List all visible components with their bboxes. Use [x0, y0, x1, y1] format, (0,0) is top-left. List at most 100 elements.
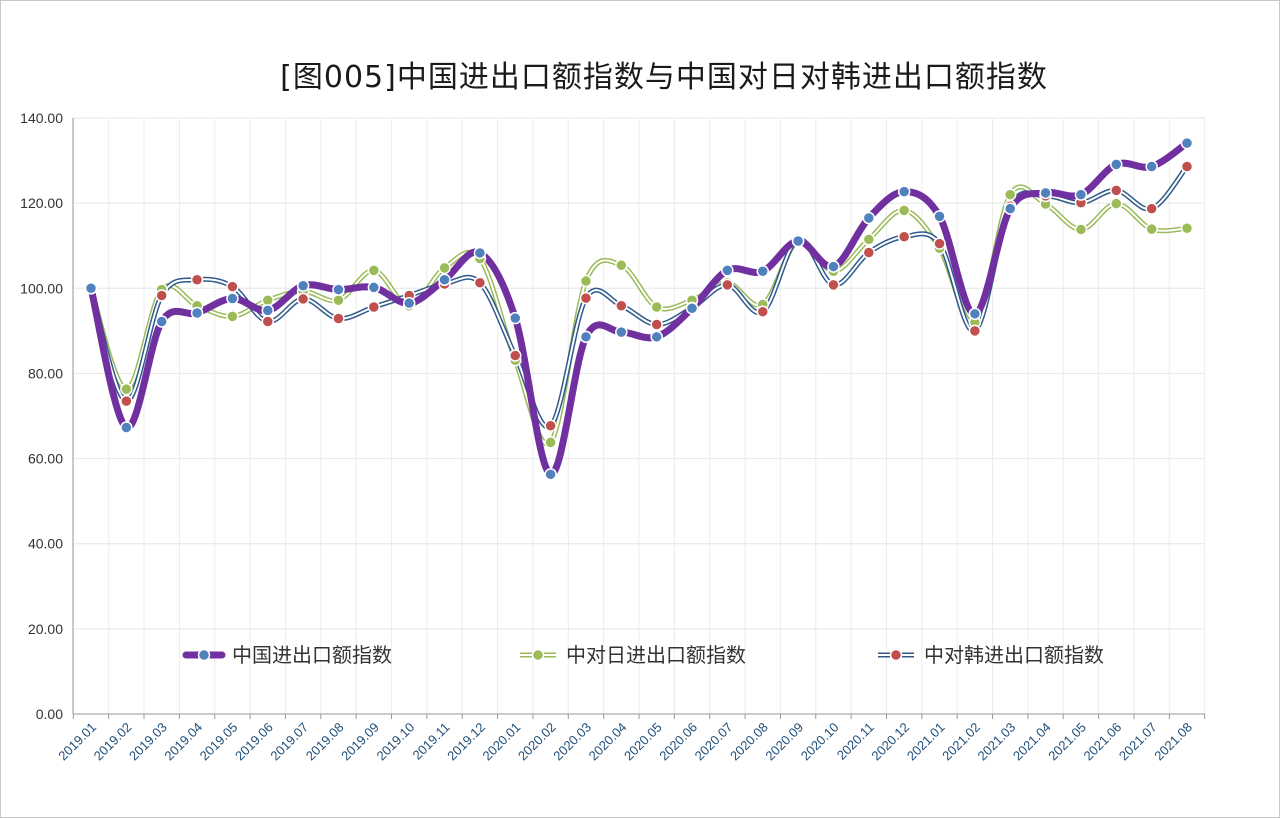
data-point-0 [402, 296, 416, 310]
data-point-2 [721, 278, 734, 292]
data-point-0 [1039, 186, 1052, 200]
legend-swatch-marker [889, 648, 903, 662]
data-point-0 [968, 307, 982, 321]
grid-lines [72, 117, 1206, 714]
legend-label: 中国进出口额指数 [232, 643, 392, 667]
data-point-0 [1145, 160, 1158, 173]
data-point-0 [438, 273, 451, 287]
x-tick-label: 2020.02 [515, 720, 559, 764]
x-tick-label: 2019.03 [126, 720, 170, 764]
data-point-0 [155, 315, 168, 328]
data-point-2 [862, 246, 876, 259]
data-point-0 [1110, 158, 1123, 171]
data-point-0 [615, 325, 628, 339]
data-point-2 [650, 318, 663, 331]
data-point-1 [1180, 222, 1194, 235]
data-point-1 [650, 300, 663, 314]
data-point-2 [155, 289, 168, 302]
x-tick-label: 2020.03 [550, 720, 594, 764]
data-point-0 [897, 185, 911, 198]
x-tick-label: 2019.05 [197, 720, 241, 764]
x-tick-label: 2020.10 [798, 720, 842, 764]
x-tick-label: 2019.12 [444, 720, 488, 764]
data-point-2 [897, 230, 911, 244]
x-tick-label: 2020.06 [656, 720, 700, 764]
legend-item-1: 中对日进出口额指数 [520, 643, 746, 667]
data-point-1 [120, 382, 133, 396]
x-tick-label: 2021.03 [975, 720, 1019, 764]
legend: 中国进出口额指数 中对日进出口额指数 中对韩进出口额指数 [182, 643, 1104, 667]
data-point-0 [84, 282, 98, 295]
data-point-0 [367, 281, 381, 294]
data-point-0 [756, 265, 769, 278]
data-point-2 [968, 324, 982, 338]
data-point-0 [933, 210, 946, 223]
x-tick-label: 2019.09 [338, 720, 382, 764]
x-tick-label: 2021.02 [939, 720, 983, 764]
y-tick-label: 80.00 [28, 365, 63, 381]
x-tick-label: 2020.04 [586, 720, 630, 764]
data-point-0 [190, 306, 204, 320]
x-tick-label: 2019.06 [232, 720, 276, 764]
legend-swatch-marker [531, 648, 545, 662]
x-tick-label: 2020.11 [834, 720, 877, 763]
x-tick-label: 2020.12 [868, 720, 912, 764]
x-tick-label: 2019.11 [410, 720, 453, 763]
x-tick-label: 2021.01 [904, 720, 948, 764]
data-point-1 [226, 310, 239, 323]
data-point-2 [332, 312, 345, 325]
data-point-1 [1145, 222, 1158, 236]
data-point-0 [509, 311, 522, 325]
data-point-2 [579, 291, 593, 305]
x-tick-label: 2020.07 [692, 720, 736, 764]
data-point-2 [473, 276, 487, 290]
x-tick-label: 2019.02 [91, 720, 135, 764]
x-tick-label: 2019.04 [161, 720, 205, 764]
data-point-0 [791, 234, 805, 248]
data-point-2 [226, 280, 239, 293]
data-point-0 [473, 246, 487, 260]
data-point-2 [544, 419, 557, 433]
data-point-1 [897, 204, 911, 217]
data-point-0 [1180, 136, 1194, 150]
data-point-0 [827, 260, 840, 273]
data-point-2 [296, 292, 310, 306]
legend-swatch-marker [197, 648, 211, 662]
x-tick-label: 2021.05 [1045, 720, 1089, 764]
x-tick-label: 2020.01 [480, 720, 524, 764]
legend-item-2: 中对韩进出口额指数 [878, 643, 1104, 667]
x-tick-label: 2020.09 [762, 720, 806, 764]
data-point-0 [579, 330, 593, 344]
data-point-1 [1003, 188, 1017, 201]
data-point-2 [367, 300, 381, 314]
data-point-1 [332, 293, 345, 307]
data-point-2 [933, 237, 946, 250]
data-point-2 [509, 349, 522, 362]
data-point-0 [650, 330, 663, 344]
data-point-0 [685, 302, 699, 315]
data-point-1 [367, 264, 381, 277]
data-point-0 [261, 304, 275, 317]
data-point-2 [756, 305, 769, 318]
data-point-0 [120, 421, 133, 434]
data-point-2 [120, 394, 133, 408]
x-tick-label: 2019.10 [373, 720, 417, 764]
x-tick-label: 2020.05 [621, 720, 665, 764]
data-point-1 [862, 233, 876, 246]
data-point-0 [721, 264, 734, 277]
data-point-0 [1074, 188, 1088, 201]
x-tick-label: 2019.01 [55, 720, 99, 764]
data-point-2 [827, 278, 840, 292]
data-point-0 [226, 292, 239, 305]
data-point-0 [1003, 202, 1017, 215]
x-tick-label: 2020.08 [727, 720, 771, 764]
data-point-2 [1180, 160, 1194, 173]
x-tick-label: 2021.04 [1010, 720, 1054, 764]
data-point-2 [615, 299, 628, 312]
y-tick-label: 40.00 [28, 536, 63, 552]
x-tick-label: 2019.07 [267, 720, 311, 764]
data-point-2 [1110, 184, 1123, 197]
series-markers [84, 136, 1194, 481]
